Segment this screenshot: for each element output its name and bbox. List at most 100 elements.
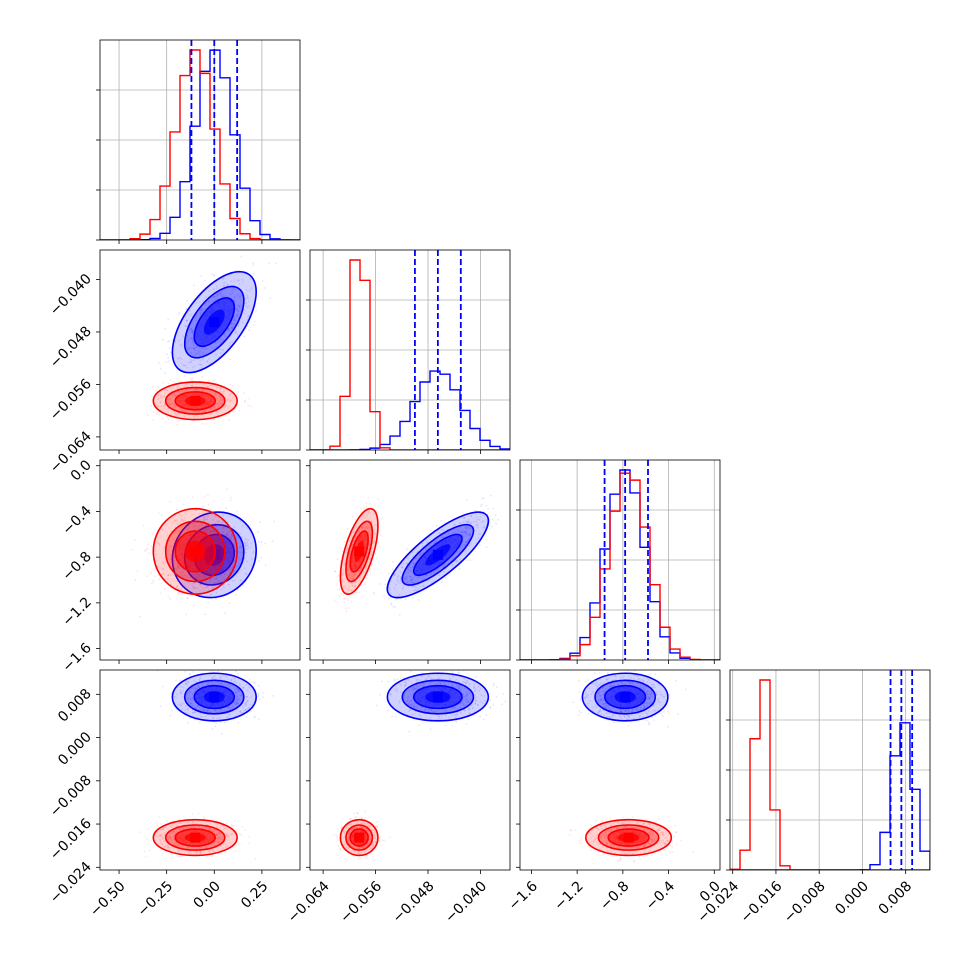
scatter-point — [482, 497, 485, 500]
scatter-point — [162, 837, 165, 840]
scatter-point — [206, 360, 209, 363]
scatter-point — [211, 529, 214, 532]
scatter-point — [439, 532, 441, 535]
scatter-point — [189, 703, 192, 706]
scatter-point — [370, 554, 373, 556]
scatter-point — [235, 695, 237, 697]
scatter-point — [185, 308, 188, 311]
scatter-point — [211, 727, 214, 730]
scatter-point — [231, 327, 234, 330]
scatter-point — [412, 562, 415, 565]
scatter-point — [222, 294, 225, 297]
scatter-point — [185, 307, 188, 310]
scatter-point — [159, 402, 162, 404]
scatter-point — [202, 351, 204, 354]
scatter-point — [161, 561, 164, 563]
scatter-point — [173, 394, 176, 397]
scatter-point — [170, 838, 173, 841]
scatter-point — [186, 684, 189, 687]
scatter-point — [475, 524, 478, 527]
scatter-point — [162, 828, 164, 831]
scatter-point — [191, 382, 194, 385]
scatter-point — [359, 569, 361, 572]
scatter-point — [409, 575, 412, 578]
scatter-point — [441, 536, 444, 538]
scatter-point — [243, 401, 246, 403]
scatter-point — [181, 569, 184, 571]
scatter-point — [240, 545, 243, 548]
scatter-point — [360, 527, 363, 530]
scatter-point — [347, 568, 350, 571]
scatter-point — [187, 527, 190, 530]
scatter-point — [178, 311, 181, 314]
scatter-point — [237, 698, 240, 701]
scatter-point — [206, 494, 209, 496]
scatter-point — [210, 593, 213, 596]
scatter-point — [191, 366, 194, 369]
scatter-point — [157, 397, 160, 400]
scatter-point — [352, 581, 355, 584]
scatter-point — [343, 601, 346, 604]
scatter-point — [182, 520, 185, 523]
scatter-point — [392, 605, 395, 608]
scatter-point — [476, 519, 479, 521]
scatter-point — [195, 389, 198, 391]
scatter-point — [168, 835, 171, 838]
scatter-point — [358, 523, 361, 526]
scatter-point — [146, 543, 149, 546]
scatter-point — [216, 836, 219, 839]
scatter-point — [497, 518, 499, 521]
peak-cell — [354, 546, 365, 557]
scatter-point — [376, 547, 379, 550]
scatter-point — [213, 295, 216, 298]
scatter-point — [223, 721, 226, 724]
scatter-point — [244, 298, 247, 300]
scatter-point — [223, 709, 226, 712]
scatter-point — [184, 364, 187, 367]
scatter-point — [165, 830, 168, 833]
scatter-point — [365, 505, 368, 508]
scatter-point — [362, 571, 365, 574]
panel-1-0 — [99, 249, 301, 451]
scatter-point — [459, 522, 462, 525]
scatter-point — [359, 568, 362, 571]
scatter-point — [227, 328, 230, 331]
scatter-point — [447, 533, 450, 536]
scatter-point — [229, 383, 232, 386]
scatter-point — [208, 822, 211, 825]
scatter-point — [373, 511, 376, 514]
scatter-point — [201, 715, 204, 718]
scatter-point — [218, 835, 221, 838]
scatter-point — [248, 835, 251, 838]
scatter-point — [370, 553, 373, 556]
scatter-point — [226, 716, 229, 719]
scatter-point — [171, 840, 173, 843]
contour-line — [152, 381, 238, 421]
scatter-point — [206, 582, 209, 584]
scatter-point — [335, 600, 338, 603]
scatter-point — [477, 537, 480, 539]
scatter-point — [206, 713, 209, 716]
scatter-point — [454, 555, 456, 558]
scatter-point — [359, 577, 362, 579]
scatter-point — [185, 676, 187, 679]
scatter-point — [212, 848, 215, 851]
scatter-point — [247, 547, 250, 550]
scatter-point — [238, 322, 240, 324]
scatter-point — [192, 711, 195, 714]
scatter-point — [240, 834, 243, 837]
scatter-point — [232, 319, 235, 322]
scatter-point — [230, 326, 233, 329]
scatter-point — [216, 717, 219, 720]
scatter-point — [408, 580, 411, 583]
scatter-point — [180, 526, 183, 529]
scatter-point — [219, 709, 221, 712]
scatter-point — [201, 505, 204, 508]
scatter-point — [196, 851, 198, 854]
scatter-point — [402, 586, 404, 589]
scatter-point — [462, 521, 465, 524]
scatter-point — [403, 576, 406, 579]
scatter-point — [184, 410, 186, 413]
scatter-point — [212, 582, 215, 585]
scatter-point — [181, 696, 184, 698]
